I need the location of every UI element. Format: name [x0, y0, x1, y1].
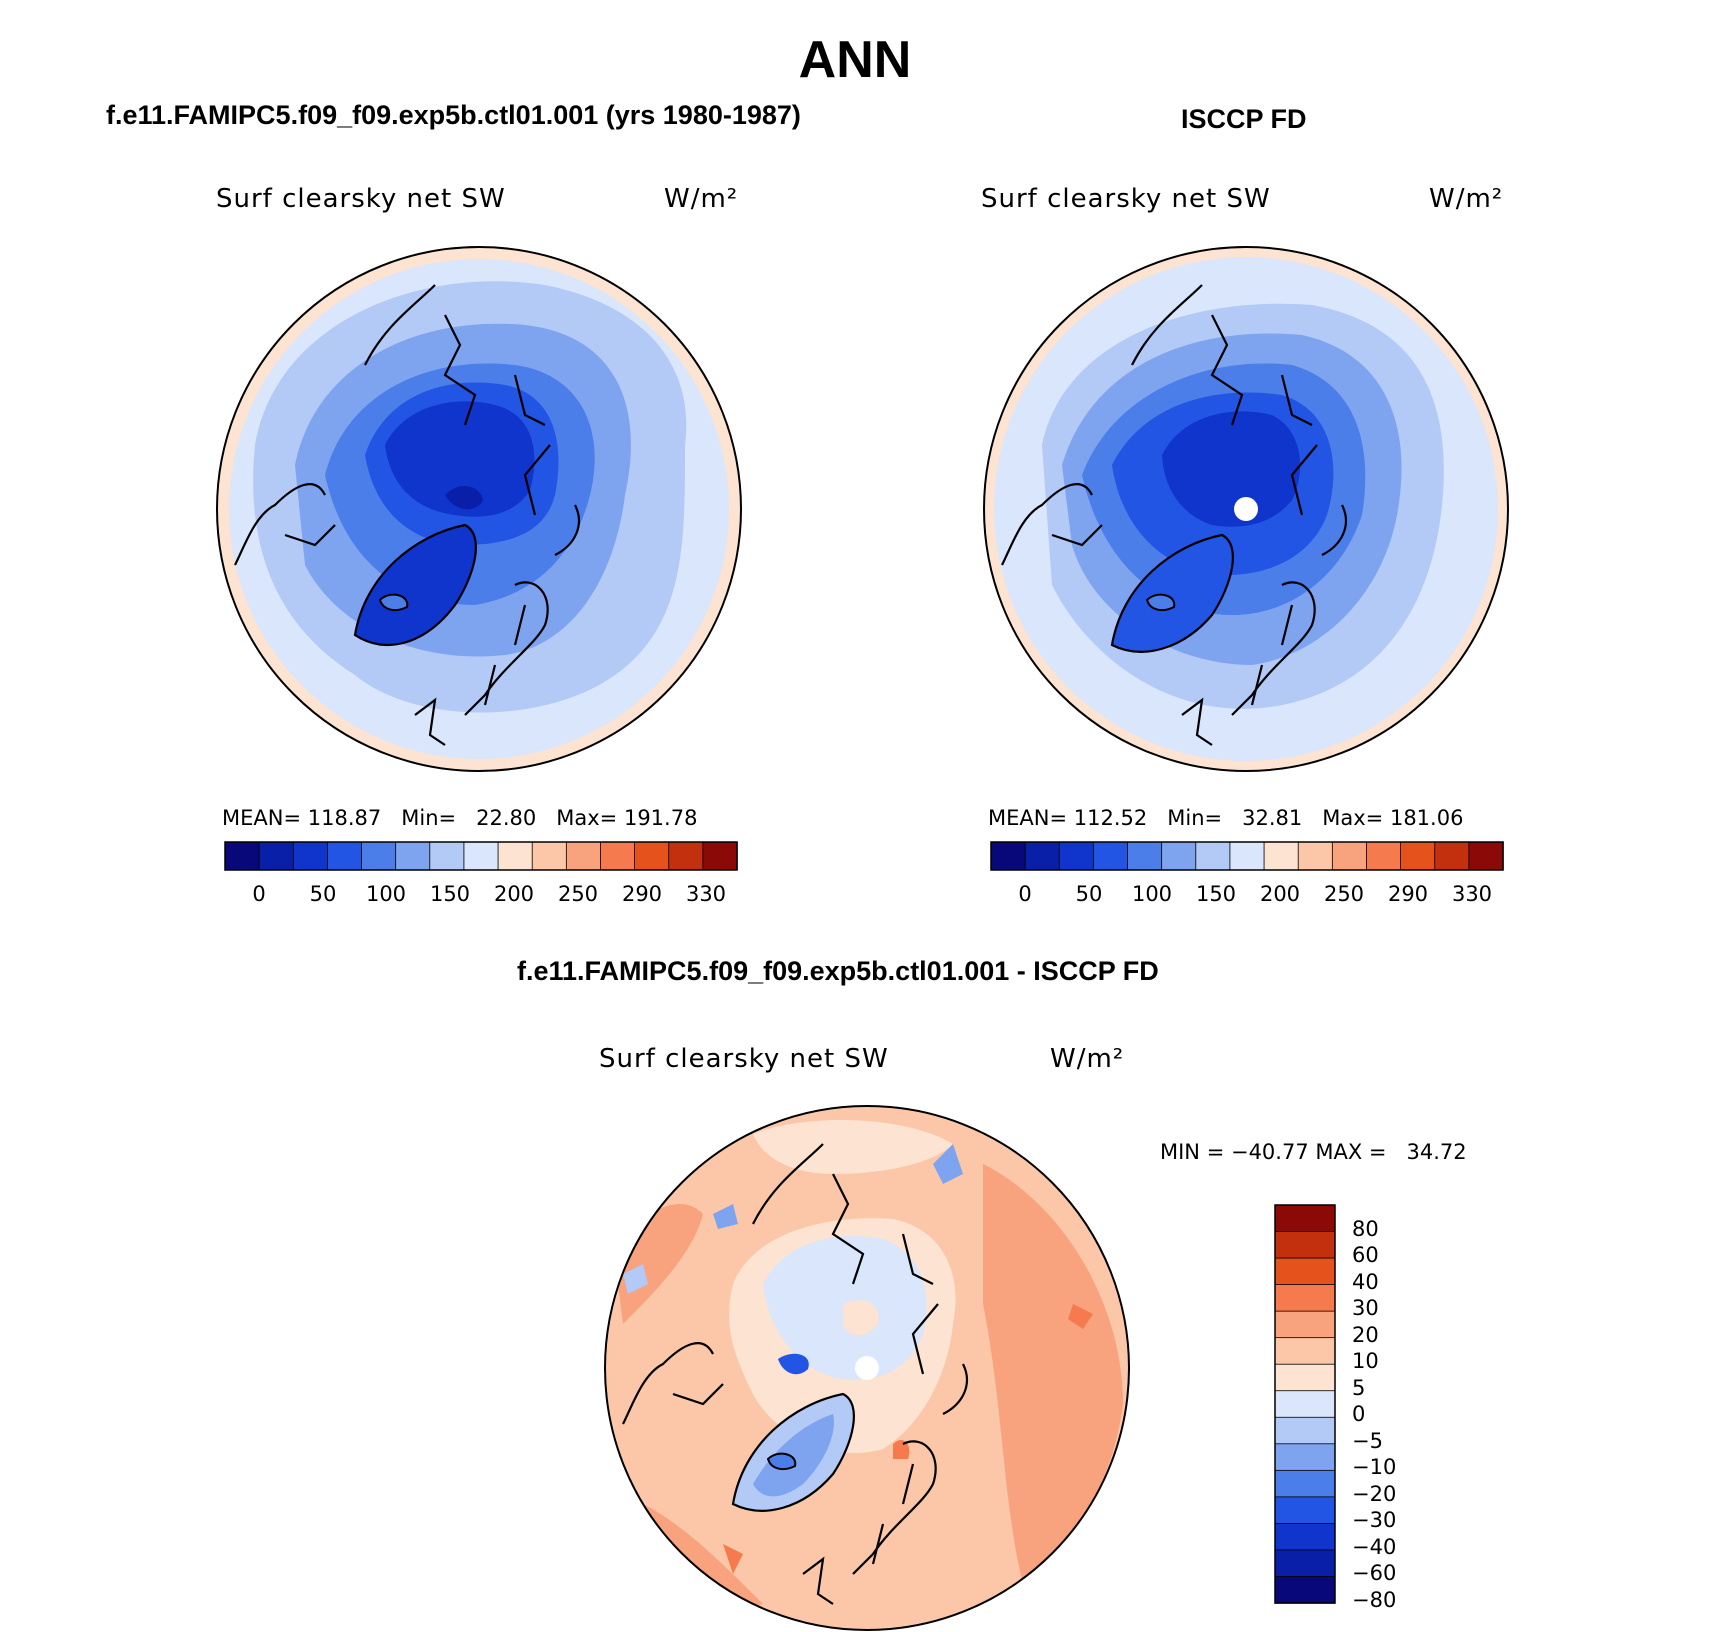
colorbar-swatch — [634, 841, 670, 871]
panel3-tick: −60 — [1352, 1561, 1397, 1585]
colorbar-swatch — [1263, 841, 1299, 871]
panel1-tick: 50 — [309, 882, 337, 906]
panel1-tick: 0 — [252, 882, 266, 906]
colorbar-swatch — [1161, 841, 1197, 871]
colorbar-swatch — [531, 841, 568, 871]
colorbar-swatch — [497, 841, 533, 871]
panel1-tick: 200 — [493, 882, 535, 906]
panel2-stats: MEAN= 112.52 Min= 32.81 Max= 181.06 — [988, 806, 1464, 830]
panel2-tick: 150 — [1195, 882, 1237, 906]
colorbar-swatch — [1058, 841, 1095, 871]
panel3-variable-label: Surf clearsky net SW — [599, 1044, 889, 1074]
panel1-polar-map — [216, 246, 742, 772]
panel1-colorbar — [224, 841, 738, 871]
colorbar-swatch — [565, 841, 602, 871]
panel2-units-label: W/m² — [1429, 184, 1504, 214]
colorbar-swatch — [1274, 1337, 1336, 1365]
panel1-tick: 290 — [621, 882, 663, 906]
panel3-tick: 5 — [1352, 1376, 1366, 1400]
colorbar-swatch — [600, 841, 636, 871]
panel1-tick: 100 — [365, 882, 407, 906]
panel3-tick: 0 — [1352, 1402, 1366, 1426]
panel3-tick: −40 — [1352, 1535, 1397, 1559]
panel1-heading: f.e11.FAMIPC5.f09_f09.exp5b.ctl01.001 (y… — [106, 100, 801, 130]
colorbar-swatch — [1274, 1310, 1336, 1339]
panel2-tick: 330 — [1451, 882, 1493, 906]
panel3-tick: −10 — [1352, 1455, 1397, 1479]
colorbar-swatch — [395, 841, 431, 871]
colorbar-swatch — [224, 841, 260, 871]
colorbar-swatch — [1274, 1522, 1336, 1551]
colorbar-swatch — [1274, 1576, 1336, 1604]
colorbar-swatch — [1274, 1257, 1336, 1286]
colorbar-swatch — [463, 841, 499, 871]
panel3-tick: 60 — [1352, 1243, 1379, 1267]
colorbar-swatch — [1229, 841, 1265, 871]
panel3-tick: −5 — [1352, 1429, 1383, 1453]
colorbar-swatch — [1274, 1469, 1336, 1498]
colorbar-swatch — [1331, 841, 1368, 871]
colorbar-swatch — [1274, 1284, 1336, 1312]
panel3-units-label: W/m² — [1050, 1044, 1125, 1074]
panel1-variable-label: Surf clearsky net SW — [216, 184, 506, 214]
colorbar-swatch — [1024, 841, 1060, 871]
panel1-colorbar-ticks: 0 50 100 150 200 250 290 330 — [225, 882, 737, 910]
colorbar-swatch — [361, 841, 397, 871]
panel3-tick: 30 — [1352, 1296, 1379, 1320]
colorbar-swatch — [1297, 841, 1334, 871]
colorbar-swatch — [1468, 841, 1504, 871]
panel3-tick: 40 — [1352, 1270, 1379, 1294]
panel2-variable-label: Surf clearsky net SW — [981, 184, 1271, 214]
panel2-tick: 250 — [1323, 882, 1365, 906]
colorbar-swatch — [1195, 841, 1231, 871]
panel3-tick: 80 — [1352, 1217, 1379, 1241]
panel3-heading: f.e11.FAMIPC5.f09_f09.exp5b.ctl01.001 - … — [517, 956, 1159, 986]
panel3-colorbar-ticks: 80 60 40 30 20 10 5 0 −5 −10 −20 −30 −40… — [1352, 1205, 1432, 1612]
panel3-tick: −20 — [1352, 1482, 1397, 1506]
figure-title: ANN — [798, 31, 912, 89]
panel1-tick: 330 — [685, 882, 727, 906]
panel2-colorbar — [990, 841, 1504, 871]
colorbar-swatch — [1434, 841, 1470, 871]
colorbar-swatch — [990, 841, 1026, 871]
colorbar-swatch — [327, 841, 363, 871]
colorbar-swatch — [258, 841, 294, 871]
colorbar-swatch — [1400, 841, 1436, 871]
panel3-tick: 10 — [1352, 1349, 1379, 1373]
colorbar-swatch — [1274, 1390, 1336, 1418]
panel2-colorbar-ticks: 0 50 100 150 200 250 290 330 — [991, 882, 1503, 910]
panel1-tick: 150 — [429, 882, 471, 906]
colorbar-swatch — [1093, 841, 1129, 871]
panel3-stats: MIN = −40.77 MAX = 34.72 — [1160, 1140, 1467, 1164]
colorbar-swatch — [1274, 1231, 1336, 1259]
panel2-tick: 0 — [1018, 882, 1032, 906]
panel2-tick: 100 — [1131, 882, 1173, 906]
panel3-tick: −80 — [1352, 1588, 1397, 1612]
colorbar-swatch — [1274, 1363, 1336, 1392]
colorbar-swatch — [292, 841, 329, 871]
colorbar-swatch — [1274, 1549, 1336, 1578]
panel1-units-label: W/m² — [664, 184, 739, 214]
colorbar-swatch — [668, 841, 704, 871]
colorbar-swatch — [702, 841, 738, 871]
panel2-tick: 50 — [1075, 882, 1103, 906]
colorbar-swatch — [1274, 1416, 1336, 1445]
colorbar-swatch — [1274, 1443, 1336, 1472]
panel1-tick: 250 — [557, 882, 599, 906]
panel3-polar-map — [604, 1105, 1130, 1631]
panel3-tick: −30 — [1352, 1508, 1397, 1532]
colorbar-swatch — [1366, 841, 1402, 871]
colorbar-swatch — [429, 841, 465, 871]
panel2-tick: 290 — [1387, 882, 1429, 906]
panel2-polar-map — [983, 246, 1509, 772]
colorbar-swatch — [1274, 1496, 1336, 1525]
panel1-stats: MEAN= 118.87 Min= 22.80 Max= 191.78 — [222, 806, 698, 830]
panel3-colorbar — [1274, 1204, 1336, 1604]
panel3-tick: 20 — [1352, 1323, 1379, 1347]
colorbar-swatch — [1127, 841, 1163, 871]
colorbar-swatch — [1274, 1204, 1336, 1233]
panel2-tick: 200 — [1259, 882, 1301, 906]
panel2-heading: ISCCP FD — [1181, 104, 1307, 134]
